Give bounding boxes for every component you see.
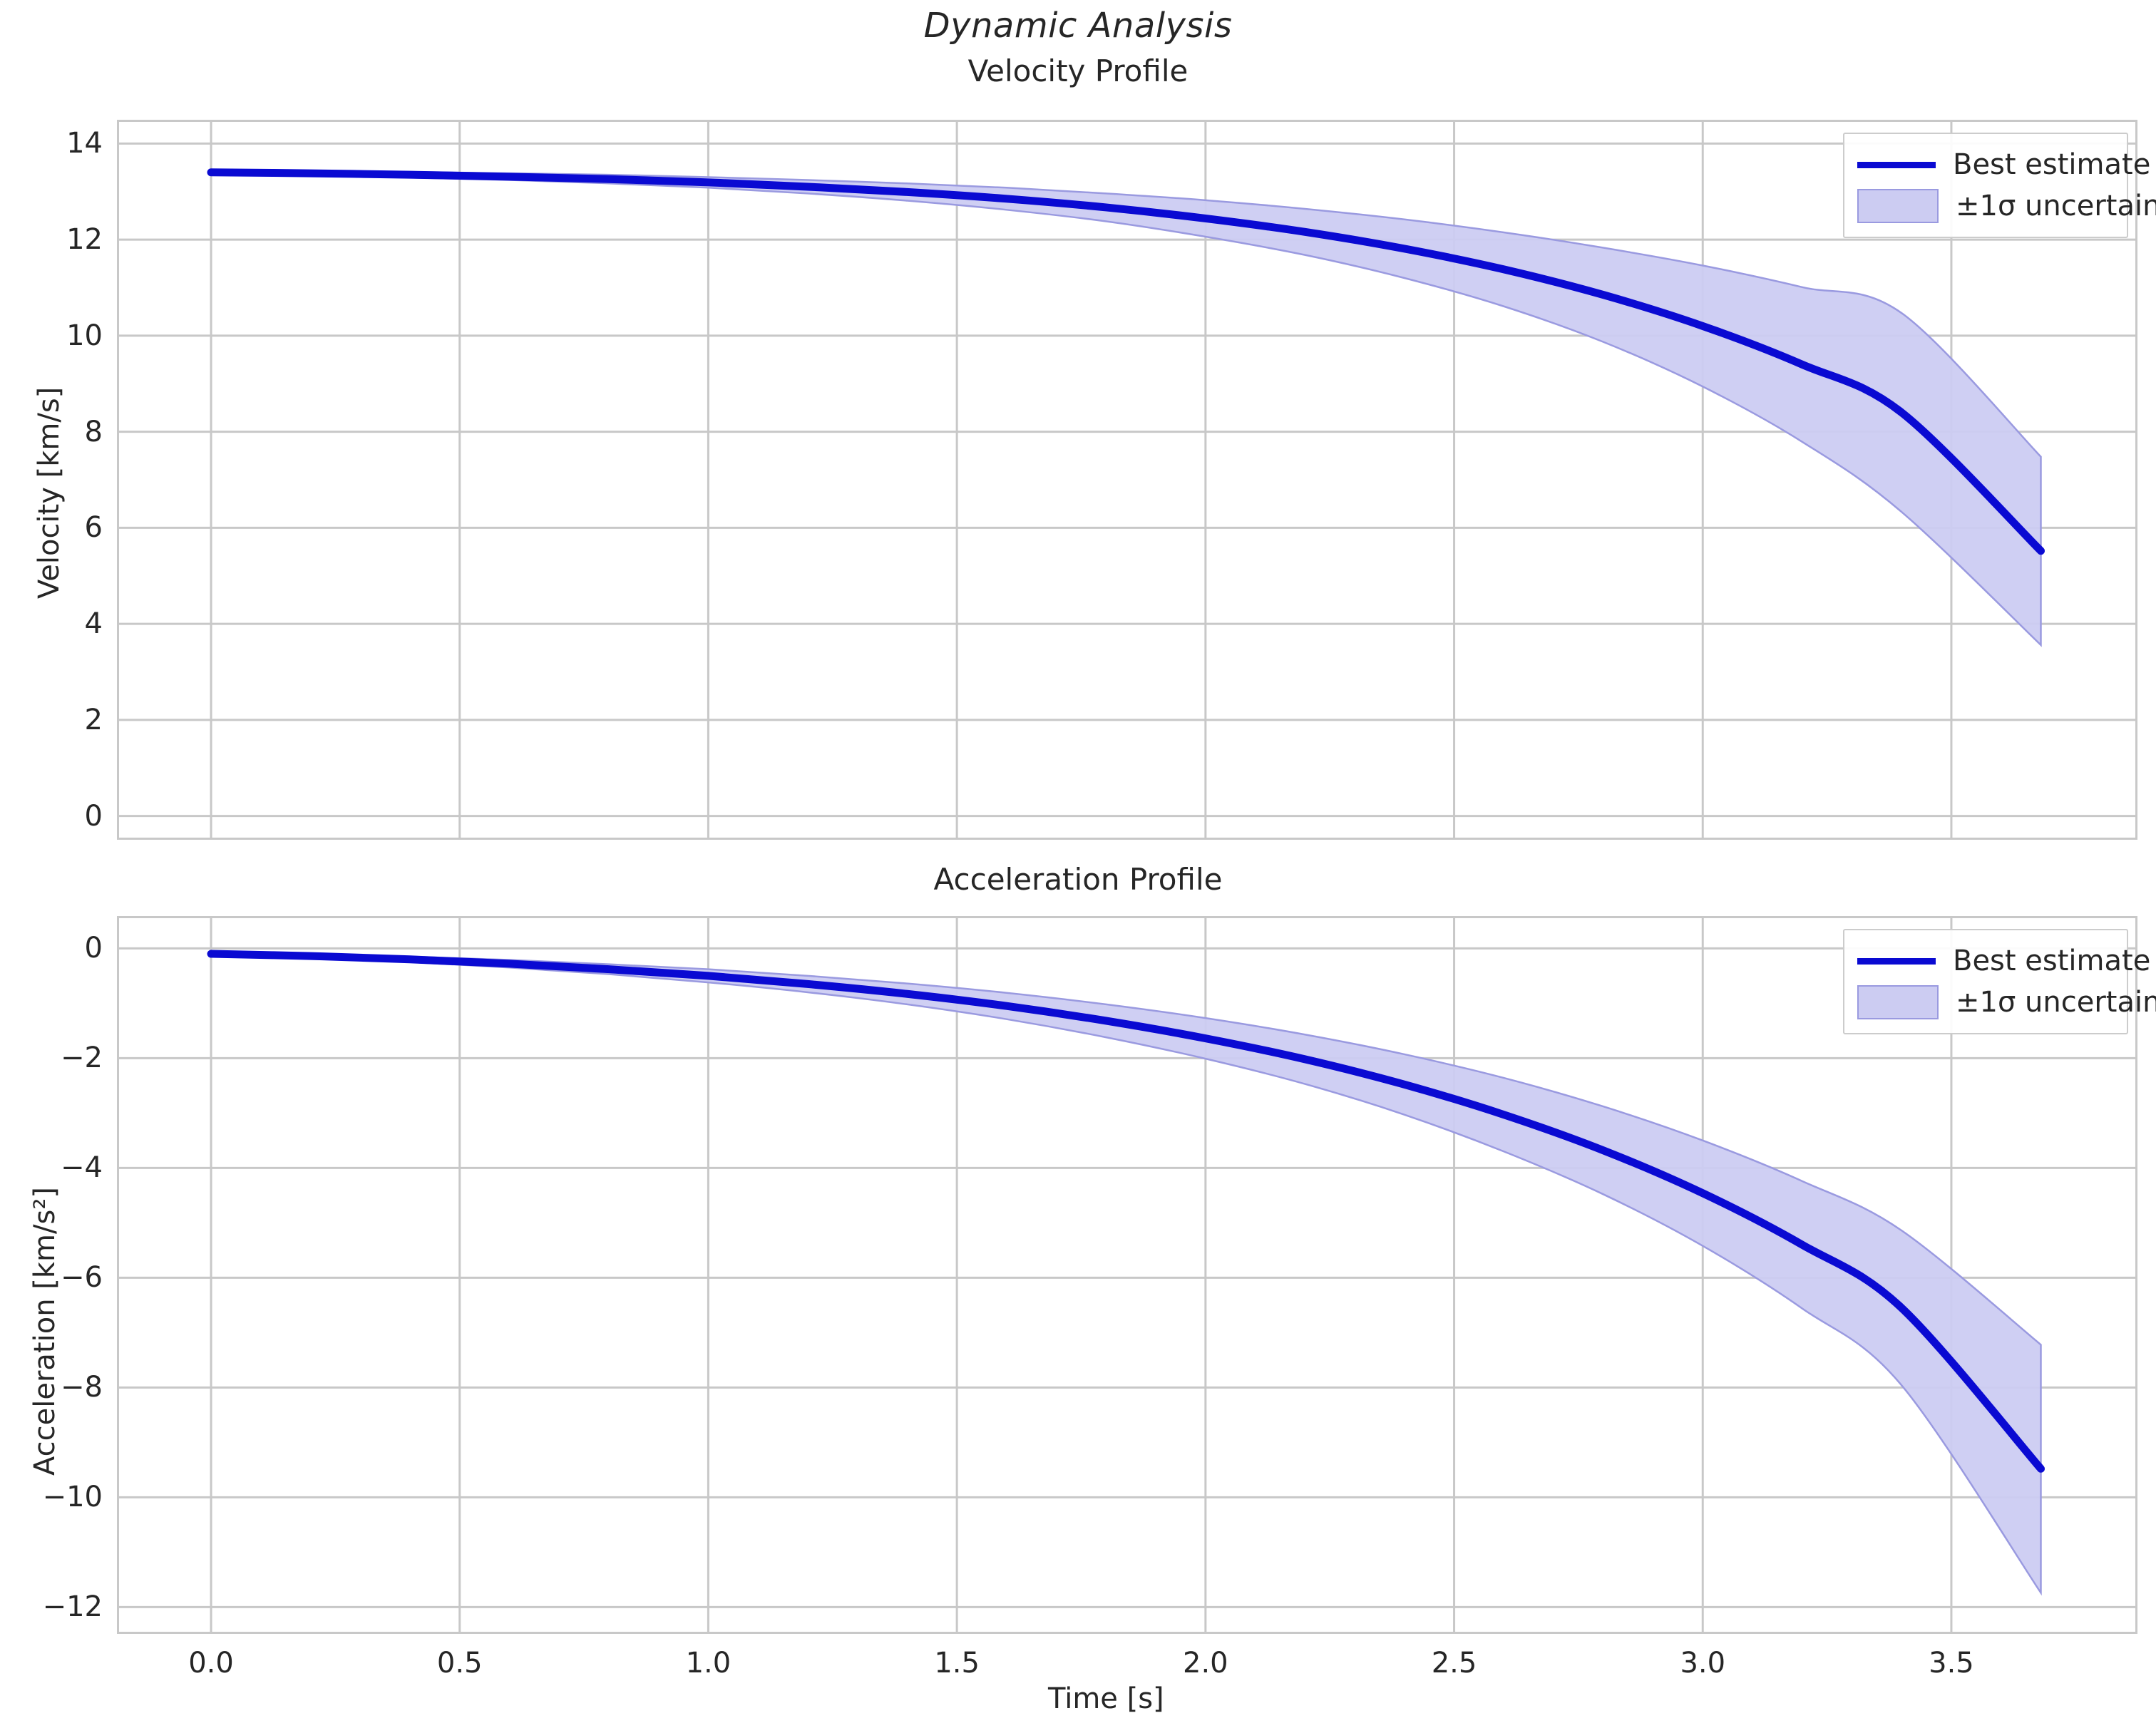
- legend-label: ±1σ uncertainty: [1956, 190, 2156, 222]
- x-tick-label: 0.5: [436, 1647, 483, 1680]
- velocity-svg: [119, 122, 2135, 838]
- legend-label: Best estimate: [1953, 945, 2151, 977]
- y-tick-label: 8: [84, 415, 103, 448]
- x-tick-label: 3.0: [1680, 1647, 1726, 1680]
- y-tick-label: −6: [61, 1261, 103, 1295]
- velocity-plot-area: [119, 122, 2135, 838]
- legend-patch-icon: [1857, 189, 1939, 223]
- velocity-plot-panel: [117, 120, 2137, 840]
- uncertainty-band: [210, 169, 2042, 647]
- gridlines: [119, 918, 2135, 1632]
- acceleration-legend: Best estimate ±1σ uncertainty: [1843, 929, 2156, 1034]
- legend-entry-best-estimate: Best estimate: [1857, 940, 2150, 982]
- gridlines: [119, 122, 2135, 838]
- y-tick-label: 2: [84, 703, 103, 736]
- legend-label: Best estimate: [1953, 148, 2151, 181]
- acceleration-svg: [119, 918, 2135, 1632]
- acceleration-plot-area: [119, 918, 2135, 1632]
- y-tick-label: 12: [66, 223, 103, 257]
- legend-line-icon: [1857, 161, 1936, 168]
- y-tick-label: −8: [61, 1371, 103, 1404]
- x-tick-label: 0.0: [188, 1647, 234, 1680]
- x-tick-label: 2.0: [1183, 1647, 1228, 1680]
- uncertainty-band: [210, 952, 2042, 1596]
- y-tick-label: 6: [84, 511, 103, 545]
- y-tick-label: 0: [84, 932, 103, 965]
- y-tick-label: −4: [61, 1151, 103, 1185]
- y-tick-label: 0: [84, 799, 103, 833]
- acceleration-panel-title: Acceleration Profile: [933, 862, 1223, 897]
- y-tick-label: 14: [66, 127, 103, 160]
- time-x-axis-label: Time [s]: [1048, 1682, 1164, 1715]
- legend-label: ±1σ uncertainty: [1956, 986, 2156, 1019]
- y-tick-label: −10: [42, 1481, 103, 1514]
- best-estimate-line: [207, 168, 2045, 555]
- velocity-y-axis-label: Velocity [km/s]: [33, 386, 66, 599]
- x-tick-label: 1.5: [934, 1647, 980, 1680]
- x-tick-label: 2.5: [1431, 1647, 1477, 1680]
- acceleration-y-axis-label: Acceleration [km/s²]: [29, 1187, 61, 1476]
- y-tick-label: −2: [61, 1042, 103, 1075]
- velocity-legend: Best estimate ±1σ uncertainty: [1843, 133, 2156, 238]
- x-tick-label: 1.0: [685, 1647, 732, 1680]
- legend-entry-uncertainty: ±1σ uncertainty: [1857, 982, 2156, 1023]
- legend-entry-best-estimate: Best estimate: [1857, 144, 2150, 185]
- acceleration-plot-panel: [117, 916, 2137, 1634]
- y-tick-label: 10: [66, 319, 103, 352]
- legend-line-icon: [1857, 957, 1936, 965]
- figure-suptitle: Dynamic Analysis: [923, 6, 1233, 46]
- y-tick-label: −12: [42, 1590, 103, 1624]
- best-estimate-line: [207, 950, 2045, 1473]
- y-tick-label: 4: [84, 607, 103, 641]
- velocity-panel-title: Velocity Profile: [967, 53, 1189, 88]
- legend-patch-icon: [1857, 985, 1939, 1019]
- legend-entry-uncertainty: ±1σ uncertainty: [1857, 185, 2156, 227]
- x-tick-label: 3.5: [1929, 1647, 1974, 1680]
